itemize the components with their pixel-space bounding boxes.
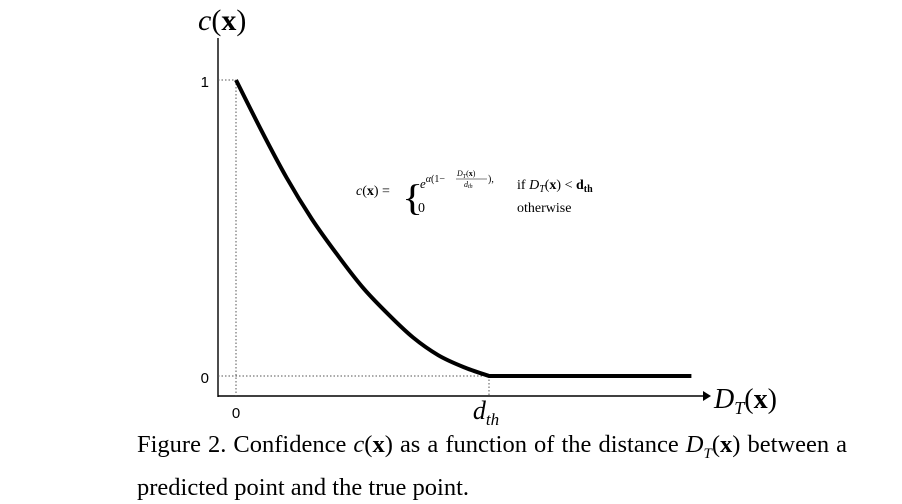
y-tick-label-1: 1 (201, 74, 209, 91)
caption-mid: as a function of the distance (399, 431, 679, 458)
caption-prefix: Figure 2. Confidence (137, 431, 347, 458)
formula-case1-expr: eα(1− (420, 174, 445, 191)
formula-case1-cond: if DT(x) < dth (517, 178, 593, 195)
x-tick-label-d-th: dth (473, 396, 499, 429)
confidence-curve (234, 79, 692, 378)
caption-math-c: c(x) (353, 431, 393, 458)
formula-fraction-denominator: dth (464, 180, 473, 190)
formula-case2-cond: otherwise (517, 201, 571, 216)
formula-fraction-numerator: DT(x) (456, 169, 476, 180)
formula-lhs: c(x) = (356, 184, 390, 199)
y-tick-label-0: 0 (201, 370, 209, 387)
caption-math-d: DT(x) (685, 431, 741, 462)
chart-figure: c(x) DT(x) 1 0 0 dth c(x) = { eα(1− DT(x… (198, 4, 777, 429)
formula-case1-close: ), (488, 174, 494, 185)
formula-case2-expr: 0 (418, 201, 425, 216)
x-axis-label: DT(x) (713, 384, 777, 418)
guide-lines (218, 79, 490, 396)
x-axis-arrowhead (703, 391, 711, 401)
x-tick-label-0: 0 (232, 405, 240, 422)
y-axis-label: c(x) (198, 4, 246, 37)
formula-brace: { (402, 177, 423, 218)
formula-annotation: c(x) = { eα(1− DT(x) dth ), if DT(x) < d… (356, 169, 593, 218)
